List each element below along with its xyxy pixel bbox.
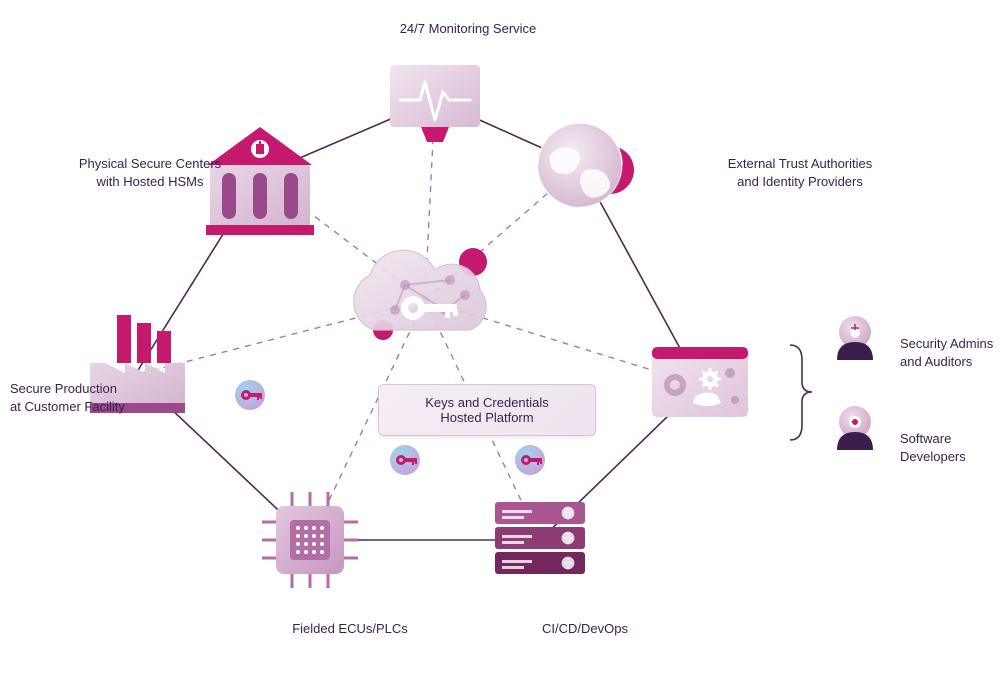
settings-panel-icon <box>652 347 748 417</box>
server-stack-icon <box>495 502 585 574</box>
chip-icon <box>262 492 358 588</box>
monitoring-icon <box>390 65 480 142</box>
key-circle-icon <box>235 380 265 410</box>
admin-person-icon <box>837 316 873 360</box>
monitoring-label: 24/7 Monitoring Service <box>368 20 568 38</box>
brace-icon <box>790 345 812 440</box>
center-label: Keys and CredentialsHosted Platform <box>378 384 596 436</box>
hsm-label: Physical Secure Centerswith Hosted HSMs <box>60 155 240 190</box>
diagram-canvas <box>0 0 1000 676</box>
cicd-label: CI/CD/DevOps <box>500 620 670 638</box>
ecu-label: Fielded ECUs/PLCs <box>260 620 440 638</box>
key-circle-icon <box>515 445 545 475</box>
globe-icon <box>538 123 634 207</box>
key-circle-icon <box>390 445 420 475</box>
developer-person-icon <box>837 406 873 450</box>
production-label: Secure Productionat Customer Facility <box>10 380 155 415</box>
trust-label: External Trust Authoritiesand Identity P… <box>700 155 900 190</box>
devs-label: Software Developers <box>900 430 1000 465</box>
admins-label: Security Adminsand Auditors <box>900 335 1000 370</box>
